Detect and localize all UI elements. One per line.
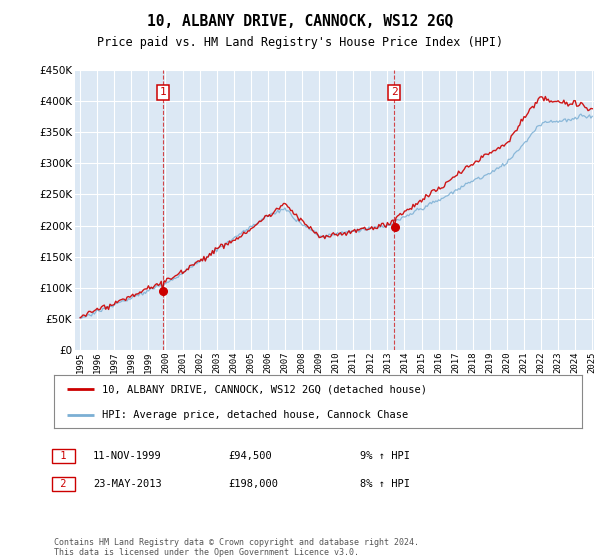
- Text: 11-NOV-1999: 11-NOV-1999: [93, 451, 162, 461]
- Text: 1: 1: [160, 87, 167, 97]
- Text: 23-MAY-2013: 23-MAY-2013: [93, 479, 162, 489]
- Text: 8% ↑ HPI: 8% ↑ HPI: [360, 479, 410, 489]
- Text: Contains HM Land Registry data © Crown copyright and database right 2024.
This d: Contains HM Land Registry data © Crown c…: [54, 538, 419, 557]
- Text: 2: 2: [54, 479, 73, 489]
- Text: 1: 1: [54, 451, 73, 461]
- Text: £94,500: £94,500: [228, 451, 272, 461]
- Text: 10, ALBANY DRIVE, CANNOCK, WS12 2GQ: 10, ALBANY DRIVE, CANNOCK, WS12 2GQ: [147, 14, 453, 29]
- Text: 2: 2: [391, 87, 397, 97]
- Text: 9% ↑ HPI: 9% ↑ HPI: [360, 451, 410, 461]
- Text: 10, ALBANY DRIVE, CANNOCK, WS12 2GQ (detached house): 10, ALBANY DRIVE, CANNOCK, WS12 2GQ (det…: [101, 384, 427, 394]
- Text: £198,000: £198,000: [228, 479, 278, 489]
- Text: HPI: Average price, detached house, Cannock Chase: HPI: Average price, detached house, Cann…: [101, 409, 408, 419]
- Text: Price paid vs. HM Land Registry's House Price Index (HPI): Price paid vs. HM Land Registry's House …: [97, 36, 503, 49]
